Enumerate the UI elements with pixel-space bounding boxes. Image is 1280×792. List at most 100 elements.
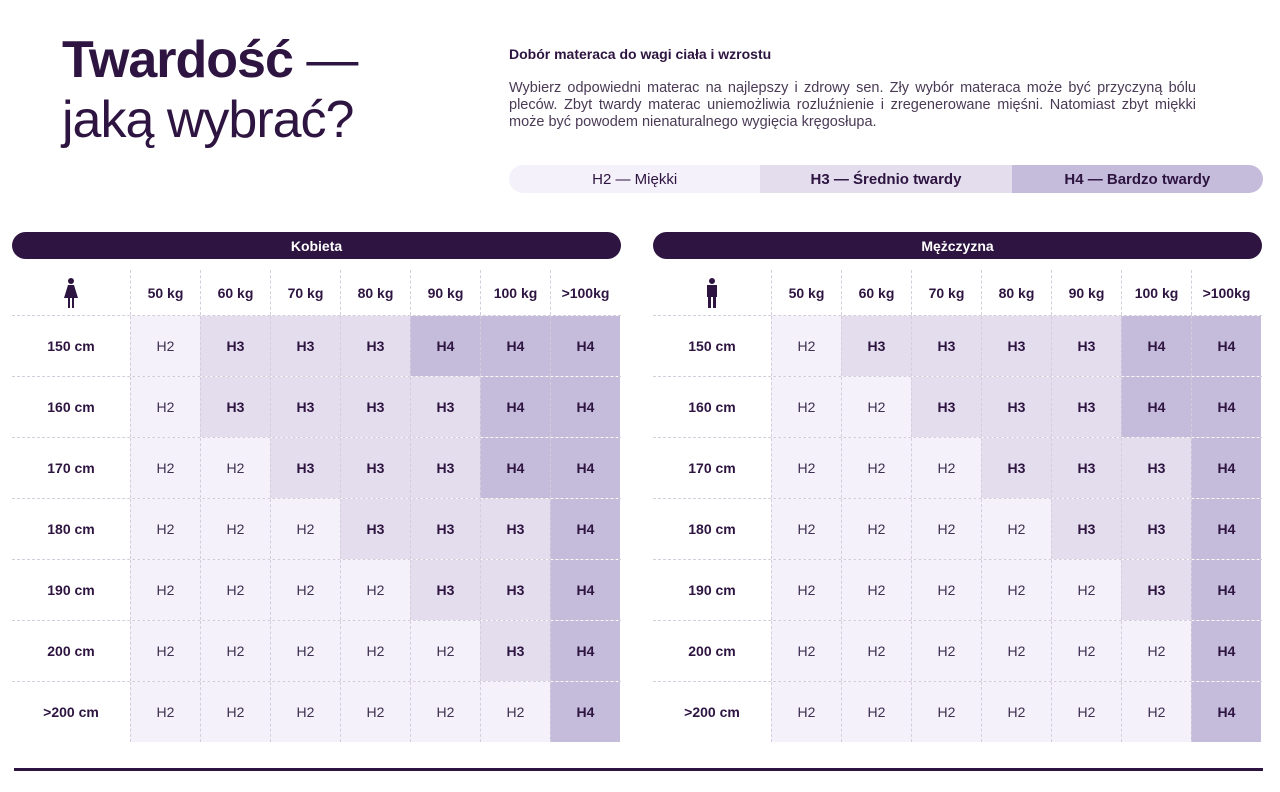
firmness-cell: H2 — [200, 682, 270, 742]
firmness-cell: H2 — [771, 560, 841, 620]
firmness-cell: H2 — [841, 499, 911, 559]
firmness-cell: H3 — [410, 560, 480, 620]
firmness-grid: 50 kg 60 kg 70 kg 80 kg 90 kg 100 kg >100kg 150… — [12, 270, 621, 742]
table-mezczyzna: Mężczyzna 50 kg 60 kg 70 kg 80 kg 90 kg 100 kg… — [653, 232, 1262, 742]
weight-header: 70 kg — [911, 270, 981, 315]
firmness-cell: H3 — [340, 377, 410, 437]
firmness-cell: H2 — [1051, 560, 1121, 620]
firmness-cell: H4 — [480, 438, 550, 498]
table-row: 180 cm H2 H2 H2 H2 H3 H3 H4 — [653, 498, 1262, 559]
height-label: 200 cm — [688, 643, 736, 659]
table-title: Kobieta — [12, 232, 621, 259]
firmness-cell: H3 — [1121, 438, 1191, 498]
table-row: 180 cm H2 H2 H2 H3 H3 H3 H4 — [12, 498, 621, 559]
firmness-cell: H2 — [841, 621, 911, 681]
firmness-cell: H3 — [1051, 377, 1121, 437]
firmness-cell: H3 — [480, 499, 550, 559]
firmness-cell: H4 — [480, 377, 550, 437]
firmness-cell: H2 — [200, 499, 270, 559]
firmness-cell: H3 — [1121, 560, 1191, 620]
firmness-cell: H4 — [1121, 316, 1191, 376]
firmness-cell: H3 — [410, 377, 480, 437]
title-dash: — — [292, 31, 358, 89]
firmness-cell: H4 — [550, 682, 620, 742]
description: Wybierz odpowiedni materac na najlepszy … — [509, 80, 1196, 130]
weight-header: >100kg — [1191, 270, 1261, 315]
table-title: Mężczyzna — [653, 232, 1262, 259]
firmness-cell: H2 — [1051, 621, 1121, 681]
legend-h4: H4 — Bardzo twardy — [1011, 165, 1263, 193]
woman-icon — [12, 270, 130, 315]
firmness-cell: H3 — [410, 499, 480, 559]
firmness-cell: H4 — [550, 621, 620, 681]
firmness-cell: H4 — [550, 499, 620, 559]
firmness-cell: H3 — [841, 316, 911, 376]
height-label: 150 cm — [688, 338, 736, 354]
height-label: 190 cm — [47, 582, 95, 598]
height-label: 180 cm — [47, 521, 95, 537]
table-row: >200 cm H2 H2 H2 H2 H2 H2 H4 — [12, 681, 621, 742]
firmness-cell: H2 — [130, 682, 200, 742]
firmness-cell: H4 — [1121, 377, 1191, 437]
firmness-cell: H2 — [200, 560, 270, 620]
weight-header: 70 kg — [270, 270, 340, 315]
firmness-cell: H4 — [550, 316, 620, 376]
table-kobieta: Kobieta 50 kg 60 kg 70 kg 80 kg 90 kg 100 kg >1… — [12, 232, 621, 742]
firmness-cell: H2 — [340, 621, 410, 681]
firmness-cell: H4 — [1191, 377, 1261, 437]
firmness-cell: H4 — [1191, 438, 1261, 498]
weight-header: 50 kg — [771, 270, 841, 315]
firmness-cell: H2 — [771, 621, 841, 681]
weight-header: 100 kg — [1121, 270, 1191, 315]
firmness-cell: H2 — [340, 682, 410, 742]
firmness-cell: H3 — [981, 316, 1051, 376]
man-icon — [653, 270, 771, 315]
firmness-legend: H2 — Miękki H3 — Średnio twardy H4 — Bar… — [509, 165, 1263, 193]
firmness-cell: H3 — [1051, 438, 1121, 498]
title-bold: Twardość — [62, 31, 294, 89]
weight-header: 80 kg — [981, 270, 1051, 315]
firmness-cell: H4 — [480, 316, 550, 376]
table-row: 160 cm H2 H2 H3 H3 H3 H4 H4 — [653, 376, 1262, 437]
firmness-cell: H3 — [480, 560, 550, 620]
firmness-cell: H3 — [1051, 316, 1121, 376]
firmness-cell: H3 — [340, 438, 410, 498]
height-label: 190 cm — [688, 582, 736, 598]
height-label: 160 cm — [688, 399, 736, 415]
table-row: 190 cm H2 H2 H2 H2 H3 H3 H4 — [12, 559, 621, 620]
firmness-cell: H2 — [130, 377, 200, 437]
height-label: 200 cm — [47, 643, 95, 659]
firmness-cell: H3 — [981, 438, 1051, 498]
height-label: >200 cm — [43, 704, 99, 720]
firmness-cell: H2 — [130, 316, 200, 376]
title-line2: jaką wybrać? — [62, 91, 354, 149]
firmness-cell: H4 — [410, 316, 480, 376]
legend-h3: H3 — Średnio twardy — [760, 165, 1012, 193]
firmness-cell: H3 — [1121, 499, 1191, 559]
firmness-cell: H2 — [200, 621, 270, 681]
weight-header: 60 kg — [200, 270, 270, 315]
firmness-cell: H3 — [340, 316, 410, 376]
firmness-cell: H2 — [841, 377, 911, 437]
firmness-cell: H2 — [130, 438, 200, 498]
firmness-cell: H2 — [130, 621, 200, 681]
firmness-cell: H2 — [911, 438, 981, 498]
firmness-cell: H2 — [841, 560, 911, 620]
firmness-cell: H3 — [270, 316, 340, 376]
firmness-cell: H3 — [200, 316, 270, 376]
firmness-cell: H3 — [270, 438, 340, 498]
firmness-cell: H2 — [270, 621, 340, 681]
weight-header: 50 kg — [130, 270, 200, 315]
weight-header: 100 kg — [480, 270, 550, 315]
firmness-cell: H2 — [911, 682, 981, 742]
table-row: 170 cm H2 H2 H3 H3 H3 H4 H4 — [12, 437, 621, 498]
firmness-cell: H2 — [410, 621, 480, 681]
legend-h2: H2 — Miękki — [509, 165, 761, 193]
firmness-cell: H2 — [270, 499, 340, 559]
firmness-cell: H3 — [270, 377, 340, 437]
firmness-cell: H2 — [1051, 682, 1121, 742]
firmness-cell: H2 — [340, 560, 410, 620]
height-label: >200 cm — [684, 704, 740, 720]
firmness-cell: H3 — [981, 377, 1051, 437]
weight-header: 90 kg — [1051, 270, 1121, 315]
